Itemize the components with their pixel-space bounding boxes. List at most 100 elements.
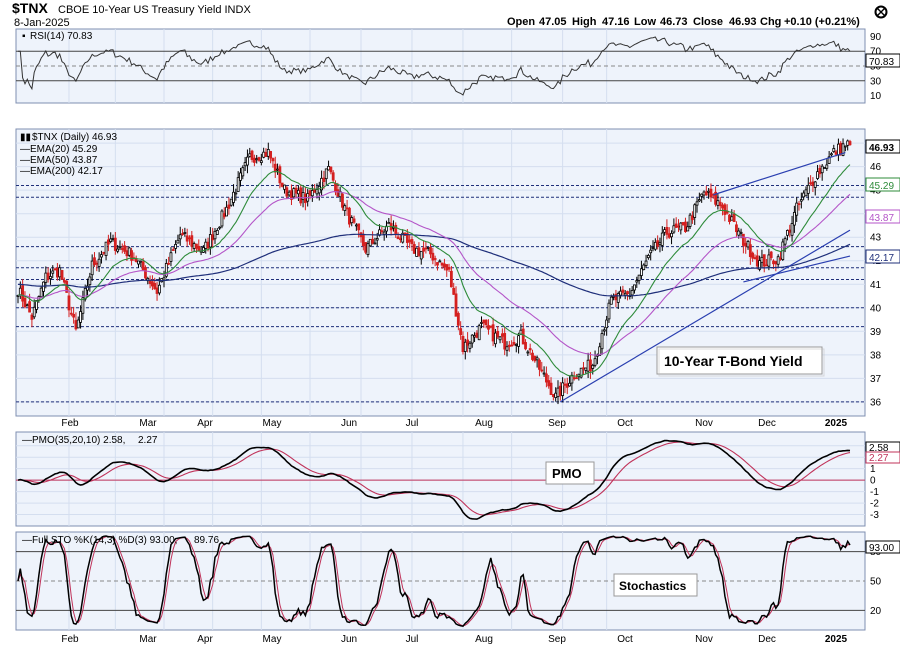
close-label: Close	[693, 16, 723, 28]
price-candle-body	[62, 279, 66, 283]
pmo-line	[17, 439, 851, 520]
price-candle-body	[468, 342, 472, 349]
price-candle-body	[229, 198, 233, 206]
price-month-label: Aug	[475, 418, 493, 429]
price-candle-body	[466, 339, 470, 346]
price-candle-body	[656, 240, 660, 247]
price-candle-body	[507, 344, 511, 347]
price-candle-body	[572, 377, 576, 380]
price-candle-body	[827, 156, 831, 164]
price-candle-body	[563, 383, 567, 386]
price-candle-body	[459, 328, 463, 336]
price-candle-body	[586, 359, 590, 372]
price-candle-body	[538, 359, 541, 370]
price-candle-body	[640, 268, 643, 276]
price-candle-body	[480, 322, 483, 324]
price-candle-body	[141, 261, 145, 271]
price-candle-body	[301, 192, 305, 201]
price-candle-body	[234, 192, 238, 195]
price-candle-body	[681, 222, 685, 226]
price-candle-body	[236, 177, 240, 192]
price-tags: 46.93 45.29 43.87 42.17 70.83 2.58 2.27 …	[865, 53, 900, 554]
price-candle-body	[693, 204, 697, 218]
price-candle-body	[498, 336, 502, 341]
price-candle-body	[225, 206, 228, 217]
high-label: High	[572, 16, 597, 28]
price-candle-body	[447, 267, 451, 270]
price-candle-body	[660, 232, 664, 246]
price-candle-body	[591, 364, 595, 369]
sto-month-label: Jul	[406, 634, 419, 645]
price-candle-body	[751, 252, 755, 259]
price-candle-body	[500, 333, 504, 337]
pmo-legend-text: PMO(35,20,10) 2.58,	[32, 435, 125, 446]
price-candle-body	[431, 252, 435, 261]
price-candle-body	[255, 158, 259, 161]
price-candle-body	[614, 293, 618, 301]
price-candle-body	[354, 224, 358, 227]
price-candle-body	[357, 223, 361, 231]
price-candle-body	[181, 233, 184, 235]
price-candle-body	[222, 213, 226, 218]
price-candle-body	[568, 382, 571, 387]
price-candle-body	[707, 190, 711, 193]
price-candle-body	[426, 246, 430, 249]
price-candle-body	[137, 260, 140, 265]
price-candle-body	[665, 227, 669, 235]
price-candle-body	[364, 242, 368, 253]
price-candle-body	[503, 332, 507, 350]
price-candle-body	[287, 191, 291, 196]
price-candle-body	[755, 255, 759, 267]
price-candle-body	[663, 229, 666, 233]
price-candle-body	[762, 254, 766, 267]
price-candle-body	[51, 270, 55, 274]
price-candle-body	[213, 230, 217, 240]
price-candle-body	[837, 143, 840, 156]
price-candle-body	[95, 262, 99, 265]
price-month-label: 2025	[825, 418, 848, 429]
price-candle-body	[779, 257, 782, 260]
price-candle-body	[28, 301, 31, 313]
price-candle-body	[188, 237, 191, 240]
price-candle-body	[382, 231, 386, 235]
price-candle-body	[788, 229, 792, 233]
price-candle-body	[408, 239, 412, 243]
price-candle-body	[123, 245, 127, 252]
price-candle-body	[352, 218, 356, 223]
price-candle-body	[741, 233, 745, 246]
price-candle-body	[834, 151, 838, 155]
price-candle-body	[658, 241, 662, 245]
price-candle-body	[380, 230, 384, 233]
price-candle-body	[343, 205, 347, 211]
price-candle-body	[42, 281, 45, 292]
ema200-legend: —	[20, 166, 30, 177]
price-candle-body	[398, 238, 402, 241]
price-candle-body	[832, 148, 836, 152]
price-candle-body	[748, 244, 752, 258]
price-candle-body	[232, 191, 235, 203]
price-candle-body	[496, 330, 500, 338]
price-candle-body	[818, 167, 822, 175]
price-candle-body	[283, 184, 286, 190]
sto-legend: — Full STO %K(14,3) %D(3) 93.00, 89.76	[22, 535, 219, 546]
price-candle-body	[438, 260, 442, 263]
price-candle-body	[49, 276, 52, 279]
settings-icon[interactable]	[874, 5, 888, 19]
price-month-label: May	[263, 418, 282, 429]
svg-text:▪: ▪	[22, 31, 26, 42]
pmo-signal-legend: 2.27	[138, 435, 158, 446]
price-candle-body	[848, 141, 852, 146]
price-candle-body	[702, 191, 706, 196]
price-candle-body	[144, 267, 147, 279]
price-candle-body	[246, 156, 249, 166]
price-candle-body	[491, 324, 495, 342]
price-candle-body	[554, 392, 558, 398]
price-candle-body	[412, 244, 416, 254]
pmo-panel	[15, 431, 866, 527]
price-candle-body	[118, 246, 122, 249]
price-candle-body	[484, 319, 488, 325]
price-candle-body	[612, 296, 616, 298]
ema20-line	[17, 164, 851, 377]
price-candle-body	[843, 145, 847, 148]
price-candle-body	[324, 168, 328, 180]
